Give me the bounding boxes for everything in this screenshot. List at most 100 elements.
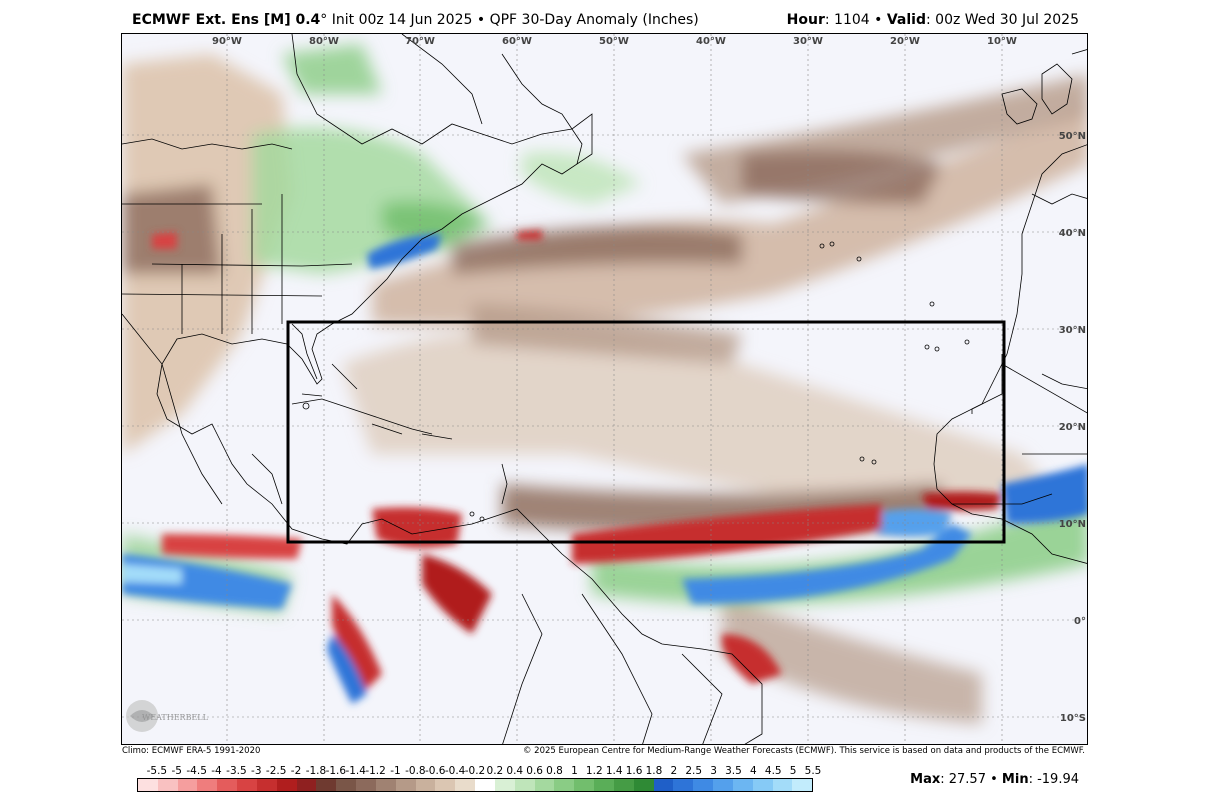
colorbar-label: 3 xyxy=(710,765,717,777)
max-label: Max xyxy=(910,772,941,787)
lat-label: 30°N xyxy=(1059,325,1086,336)
colorbar-swatch xyxy=(494,779,515,791)
hour-label: Hour xyxy=(786,12,825,28)
colorbar-swatch xyxy=(732,779,753,791)
colorbar-swatch xyxy=(415,779,436,791)
max-value: : 27.57 xyxy=(940,772,986,787)
lon-label: 10°W xyxy=(987,36,1017,47)
colorbar-swatch xyxy=(574,779,595,791)
title-separator: • xyxy=(472,12,490,28)
colorbar-label: 0.4 xyxy=(506,765,524,777)
colorbar-swatch xyxy=(752,779,773,791)
colorbar-label: -1.4 xyxy=(345,765,366,777)
anomaly-extremes xyxy=(122,230,1087,704)
colorbar-label: 1.2 xyxy=(585,765,603,777)
colorbar-label: -1 xyxy=(390,765,401,777)
longitude-labels: 90°W 80°W 70°W 60°W 50°W 40°W 30°W 20°W … xyxy=(212,36,1017,47)
colorbar-label: 1 xyxy=(571,765,578,777)
colorbar-label: -1.8 xyxy=(305,765,327,777)
colorbar-swatch xyxy=(435,779,456,791)
colorbar-label: -0.8 xyxy=(405,765,426,777)
colorbar-swatch xyxy=(356,779,376,791)
colorbar-label: -4 xyxy=(211,765,222,777)
colorbar-swatch xyxy=(455,779,476,791)
colorbar-swatch xyxy=(157,779,178,791)
colorbar-label: 5 xyxy=(789,765,797,777)
colorbar-swatch xyxy=(594,779,614,791)
colorbar-label: -5.5 xyxy=(146,765,168,777)
colorbar-label: 1.6 xyxy=(625,765,643,777)
colorbar-swatch xyxy=(475,779,495,791)
colorbar-label: 0.8 xyxy=(546,765,563,777)
anomaly-map[interactable]: 90°W 80°W 70°W 60°W 50°W 40°W 30°W 20°W … xyxy=(121,33,1088,745)
colorbar-label: 1.8 xyxy=(645,765,663,777)
degree-symbol: ° xyxy=(320,12,328,28)
lat-label: 40°N xyxy=(1059,228,1086,239)
model-name: ECMWF Ext. Ens [M] 0.4 xyxy=(132,12,321,28)
lat-label: 50°N xyxy=(1059,131,1086,142)
logo-text: WEATHERBELL xyxy=(142,713,209,722)
min-value: : -19.94 xyxy=(1028,772,1079,787)
latitude-labels: 50°N 40°N 30°N 20°N 10°N 0° 10°S xyxy=(1059,131,1086,724)
climo-credit: Climo: ECMWF ERA-5 1991-2020 xyxy=(122,746,261,756)
colorbar-label: -4.5 xyxy=(186,765,207,777)
lat-label: 0° xyxy=(1074,616,1086,627)
colorbar-label: -3.5 xyxy=(226,765,247,777)
init-time: Init 00z 14 Jun 2025 xyxy=(327,12,473,28)
valid-value: : 00z Wed 30 Jul 2025 xyxy=(926,12,1079,28)
map-title: ECMWF Ext. Ens [M] 0.4° Init 00z 14 Jun … xyxy=(132,12,699,28)
coastlines xyxy=(122,34,1087,744)
colorbar-swatch xyxy=(534,779,555,791)
valid-time: Hour: 1104 • Valid: 00z Wed 30 Jul 2025 xyxy=(787,12,1079,28)
colorbar-swatch xyxy=(375,779,396,791)
colorbar-label: 0.6 xyxy=(526,765,543,777)
colorbar-label: 5.5 xyxy=(804,765,822,777)
colorbar-swatch xyxy=(276,779,297,791)
colorbar-swatch xyxy=(138,779,158,791)
colorbar-label: -3 xyxy=(251,765,262,777)
min-label: Min xyxy=(1001,772,1029,787)
colorbar-label: 3.5 xyxy=(725,765,742,777)
colorbar-swatch xyxy=(633,779,654,791)
lon-label: 50°W xyxy=(599,36,629,47)
colorbar-swatch xyxy=(713,779,733,791)
colorbar-swatch xyxy=(772,779,793,791)
colorbar-label: -0.4 xyxy=(444,765,466,777)
lon-label: 30°W xyxy=(793,36,823,47)
hour-value: : 1104 xyxy=(824,12,870,28)
colorbar-swatch xyxy=(256,779,277,791)
colorbar-label: -0.6 xyxy=(424,765,446,777)
valid-separator: • xyxy=(869,12,887,28)
colorbar-swatch xyxy=(514,779,535,791)
colorbar-swatch xyxy=(296,779,317,791)
colorbar-swatch xyxy=(792,779,813,791)
colorbar-label: 1.4 xyxy=(605,765,623,777)
lat-label: 10°S xyxy=(1060,713,1086,724)
colorbar-label: -1.6 xyxy=(325,765,347,777)
stats-separator: • xyxy=(985,772,1002,787)
colorbar-swatch xyxy=(395,779,416,791)
lat-label: 10°N xyxy=(1059,519,1086,530)
analysis-region-box xyxy=(286,320,1006,544)
colorbar-label: 4.5 xyxy=(764,765,782,777)
colorbar xyxy=(137,778,813,792)
copyright-notice: © 2025 European Centre for Medium-Range … xyxy=(522,746,1085,756)
colorbar-label: 4 xyxy=(750,765,757,777)
colorbar-label: 0.2 xyxy=(486,765,504,777)
lon-label: 20°W xyxy=(890,36,920,47)
colorbar-swatch xyxy=(554,779,575,791)
lon-label: 60°W xyxy=(502,36,532,47)
colorbar-swatch xyxy=(673,779,694,791)
colorbar-label: -2.5 xyxy=(265,765,287,777)
map-canvas: 90°W 80°W 70°W 60°W 50°W 40°W 30°W 20°W … xyxy=(122,34,1087,744)
colorbar-swatch xyxy=(197,779,218,791)
lon-label: 70°W xyxy=(405,36,435,47)
lon-label: 40°W xyxy=(696,36,726,47)
colorbar-swatch xyxy=(613,779,634,791)
product-name: QPF 30-Day Anomaly (Inches) xyxy=(489,12,699,28)
colorbar-swatch xyxy=(653,779,674,791)
weatherbell-logo: WEATHERBELL xyxy=(126,700,209,732)
colorbar-label: -0.2 xyxy=(464,765,486,777)
colorbar-label: -2 xyxy=(290,765,302,777)
lat-label: 20°N xyxy=(1059,422,1086,433)
